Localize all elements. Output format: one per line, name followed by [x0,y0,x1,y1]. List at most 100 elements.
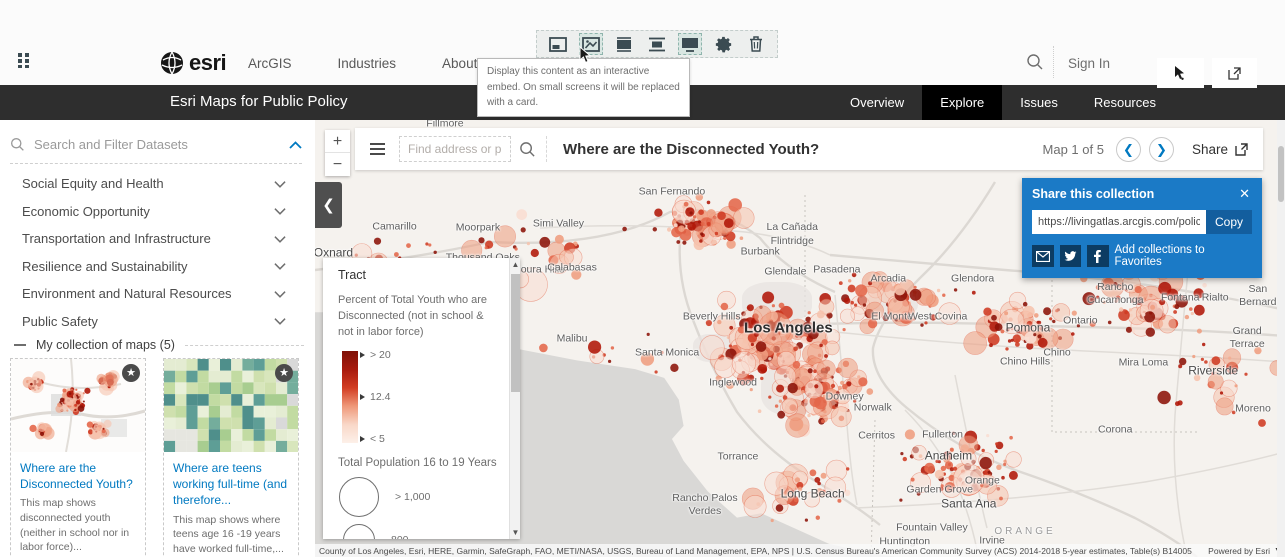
city-label: Beverly Hills [682,310,741,323]
city-label: Santa Monica [635,346,700,359]
zoom-in-button[interactable]: + [325,130,350,153]
page-scrollbar[interactable] [1277,120,1285,557]
close-icon[interactable]: ✕ [1239,186,1250,201]
map-attribution: County of Los Angeles, Esri, HERE, Garmi… [315,544,1285,557]
favorite-star-badge[interactable]: ★ [275,364,293,382]
menu-hamburger-icon[interactable] [355,143,399,155]
minus-icon[interactable] [14,339,26,351]
category-social-equity-and-health[interactable]: Social Equity and Health [10,170,302,198]
card-thumbnail[interactable] [11,359,145,452]
city-label: Irvine [979,534,1005,547]
scroll-down-icon[interactable]: ▼ [511,528,520,537]
find-search-icon[interactable] [519,141,536,158]
settings-gear-icon[interactable] [711,33,735,55]
add-to-favorites-link[interactable]: Add collections to Favorites [1114,244,1205,268]
share-url-input[interactable] [1032,210,1206,234]
site-nav-industries[interactable]: Industries [337,56,397,71]
facebook-share-icon[interactable] [1087,245,1109,267]
attribution-text: County of Los Angeles, Esri, HERE, Garmi… [319,545,1192,556]
category-economic-opportunity[interactable]: Economic Opportunity [10,198,302,226]
sidebar: Search and Filter Datasets Social Equity… [0,120,315,557]
city-label: Norwalk [853,401,892,414]
city-label: Oxnard [315,245,354,260]
share-button[interactable]: Share [1192,142,1249,157]
embed-tooltip: Display this content as an interactive e… [477,58,690,117]
map-card: ★ Where are teens working full-time (and … [163,358,299,557]
chevron-down-icon [274,262,302,271]
email-share-icon[interactable] [1032,245,1054,267]
static-block-icon[interactable] [612,33,636,55]
external-link-icon [1228,66,1241,80]
zoom-control: + − [325,130,350,176]
twitter-share-icon[interactable] [1059,245,1081,267]
powered-by-esri: Powered by Esri [1208,545,1271,556]
header-search-icon[interactable] [1026,53,1044,71]
city-label: Cerritos [858,429,896,442]
tab-resources[interactable]: Resources [1093,95,1156,110]
city-label: Corona [1098,423,1133,436]
legend-scrollbar[interactable]: ▲ ▼ [509,258,520,539]
previous-map-button[interactable]: ❮ [1115,136,1141,162]
city-label: Moorpark [455,221,501,234]
card-title-link[interactable]: Where are teens working full-time (and t… [173,461,288,508]
tab-overview[interactable]: Overview [850,95,905,110]
scroll-up-icon[interactable]: ▲ [511,260,520,269]
city-label: Fountain Valley [896,521,968,534]
category-public-safety[interactable]: Public Safety [10,308,302,336]
city-label: La Cañada Flintridge [766,221,818,247]
interactive-embed-icon[interactable] [579,33,603,55]
esri-logo[interactable]: esri [160,50,227,76]
page-header: esri ArcGISIndustriesAboutSupport Sign I… [0,0,1285,117]
category-list: Social Equity and Health Economic Opportu… [10,170,302,335]
category-label: Transportation and Infrastructure [22,231,211,247]
drag-handle-icon[interactable] [17,52,31,68]
dataset-search[interactable]: Search and Filter Datasets [10,134,302,164]
legend-color-ramp: > 20 12.4 < 5 [342,349,501,445]
panel-collapse-button[interactable]: ❮ [315,182,342,228]
city-label: El Monte [871,310,913,323]
category-label: Resilience and Sustainability [22,258,188,274]
city-label: Glendora [951,272,995,285]
page-scrollbar-thumb[interactable] [1278,146,1284,202]
card-title-link[interactable]: Where are the Disconnected Youth? [20,461,133,492]
city-label: Burbank [740,245,780,258]
site-nav-arcgis[interactable]: ArcGIS [248,56,292,71]
size-legend-row: 800 [338,523,501,539]
category-transportation-and-infrastructure[interactable]: Transportation and Infrastructure [10,225,302,253]
inline-block-icon[interactable] [645,33,669,55]
favorite-star-badge[interactable]: ★ [122,364,140,382]
esri-globe-icon [161,51,183,75]
delete-trash-icon[interactable] [744,33,768,55]
header-divider [1053,46,1054,78]
card-block-icon[interactable] [546,33,570,55]
copy-button[interactable]: Copy [1206,210,1252,234]
legend-panel: Tract Percent of Total Youth who are Dis… [323,258,520,539]
cursor-preview-box [1157,58,1204,88]
city-label: Glendale [764,265,807,278]
city-label: Anaheim [924,448,973,463]
category-environment-and-natural-resources[interactable]: Environment and Natural Resources [10,280,302,308]
map-pager-label: Map 1 of 5 [1042,141,1104,157]
my-collection-header[interactable]: My collection of maps (5) [14,338,304,352]
card-description: This map shows where teens age 16 -19 ye… [173,513,284,555]
tab-explore[interactable]: Explore [922,85,1003,120]
sign-in-link[interactable]: Sign In [1068,56,1111,71]
app-nav: Overview Explore Issues Resources [832,85,1174,120]
map-canvas[interactable]: Fillmore Moorpark Simi Valley San Fernando L… [315,120,1285,557]
open-external-box[interactable] [1212,58,1257,88]
ramp-tick: < 5 [360,433,385,445]
find-address-input[interactable]: Find address or place [399,136,511,162]
site-nav-about[interactable]: About [442,56,478,71]
chevron-up-icon[interactable] [289,140,302,149]
category-resilience-and-sustainability[interactable]: Resilience and Sustainability [10,253,302,281]
city-label: Simi Valley [532,217,585,230]
city-label: Pomona [1005,320,1051,335]
app-title[interactable]: Esri Maps for Public Policy [170,93,348,110]
zoom-out-button[interactable]: − [332,156,343,173]
tab-issues[interactable]: Issues [1020,95,1058,110]
next-map-button[interactable]: ❯ [1148,136,1174,162]
city-label: Chino [1043,346,1071,359]
scrollbar-thumb[interactable] [511,274,520,392]
city-label: Rialto [1201,291,1229,304]
fullwidth-block-icon[interactable] [678,33,702,55]
